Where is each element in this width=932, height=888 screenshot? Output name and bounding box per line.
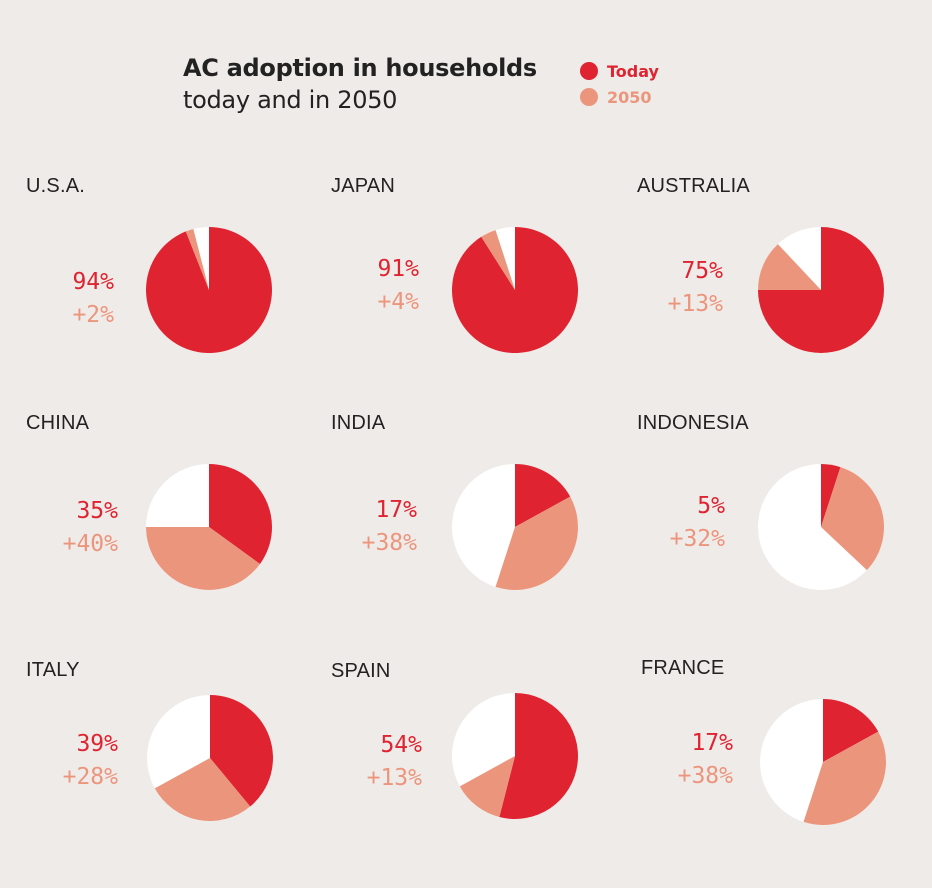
pie-slice-2050-india: [495, 496, 579, 591]
country-label-china: CHINA: [26, 412, 90, 434]
legend-label-2050: 2050: [607, 87, 652, 107]
pie-slice-today-italy: [210, 695, 274, 807]
pie-slice-2050-u-s-a: [185, 228, 209, 290]
chart-title: AC adoption in households: [183, 54, 537, 82]
today-value-france: 17%: [691, 730, 733, 756]
pie-slice-2050-france: [803, 731, 886, 826]
country-label-indonesia: INDONESIA: [637, 412, 749, 434]
chart-subtitle: today and in 2050: [183, 86, 398, 114]
pie-slice-2050-spain: [459, 756, 515, 818]
added-2050-value-italy: +28%: [62, 764, 118, 790]
today-value-indonesia: 5%: [697, 493, 725, 519]
added-2050-value-japan: +4%: [377, 289, 419, 315]
legend-item-today: Today: [580, 58, 659, 84]
pie-slice-today-indonesia: [821, 464, 841, 527]
pie-slice-2050-china: [146, 527, 260, 590]
country-label-spain: SPAIN: [331, 660, 391, 682]
legend-item-2050: 2050: [580, 84, 659, 110]
pie-slice-today-france: [823, 699, 879, 762]
pie-slice-today-india: [515, 464, 571, 527]
value-labels-australia: 75% +13%: [668, 255, 723, 321]
country-label-france: FRANCE: [641, 657, 725, 679]
today-value-australia: 75%: [681, 258, 723, 284]
today-value-china: 35%: [76, 498, 118, 524]
added-2050-value-india: +38%: [361, 530, 417, 556]
country-label-italy: ITALY: [26, 659, 80, 681]
value-labels-spain: 54% +13%: [367, 729, 422, 795]
value-labels-france: 17% +38%: [678, 727, 733, 793]
added-2050-value-spain: +13%: [366, 765, 422, 791]
value-labels-italy: 39% +28%: [63, 728, 118, 794]
value-labels-india: 17% +38%: [362, 494, 417, 560]
value-labels-u-s-a: 94% +2%: [72, 266, 114, 332]
pie-slice-today-china: [209, 464, 272, 565]
pie-slice-2050-italy: [154, 758, 251, 822]
today-value-india: 17%: [375, 497, 417, 523]
added-2050-value-france: +38%: [677, 763, 733, 789]
legend: Today 2050: [580, 58, 659, 110]
chart-title-block: AC adoption in households today and in 2…: [183, 53, 537, 117]
legend-swatch-today: [580, 62, 598, 80]
legend-label-today: Today: [607, 61, 659, 81]
pie-slice-2050-japan: [481, 230, 515, 290]
added-2050-value-australia: +13%: [667, 291, 723, 317]
added-2050-value-indonesia: +32%: [669, 526, 725, 552]
value-labels-indonesia: 5% +32%: [670, 490, 725, 556]
country-label-india: INDIA: [331, 412, 386, 434]
value-labels-china: 35% +40%: [63, 495, 118, 561]
pie-slice-2050-indonesia: [821, 467, 885, 571]
today-value-italy: 39%: [76, 731, 118, 757]
today-value-u-s-a: 94%: [72, 269, 114, 295]
today-value-spain: 54%: [380, 732, 422, 758]
country-label-u-s-a: U.S.A.: [26, 175, 85, 197]
value-labels-japan: 91% +4%: [377, 253, 419, 319]
added-2050-value-china: +40%: [62, 531, 118, 557]
today-value-japan: 91%: [377, 256, 419, 282]
added-2050-value-u-s-a: +2%: [72, 302, 114, 328]
country-label-australia: AUSTRALIA: [637, 175, 750, 197]
country-label-japan: JAPAN: [331, 175, 395, 197]
pie-slice-today-spain: [499, 693, 578, 819]
pie-slice-today-u-s-a: [146, 227, 273, 353]
legend-swatch-2050: [580, 88, 598, 106]
pie-slice-2050-australia: [758, 244, 821, 290]
